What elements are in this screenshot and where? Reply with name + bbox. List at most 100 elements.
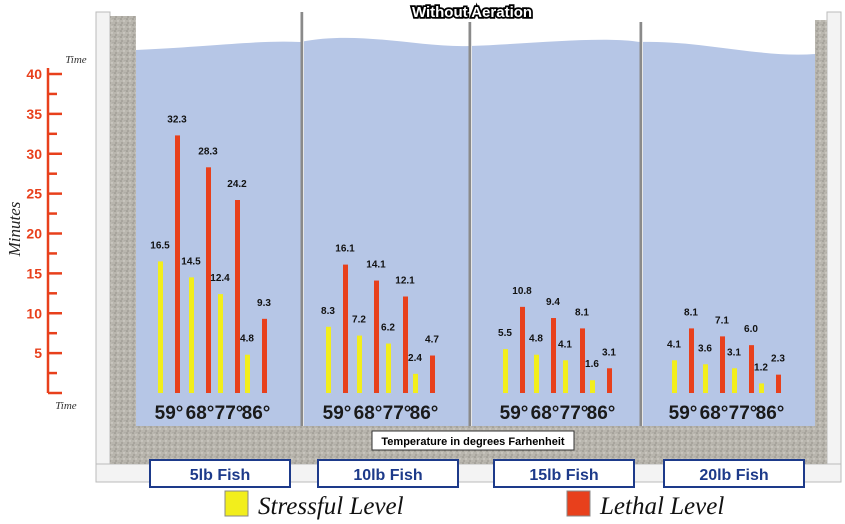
lethal-bar [720,336,725,393]
legend-stressful-label: Stressful Level [258,493,404,520]
lethal-value-label: 24.2 [227,179,247,190]
temperature-label: 77° [560,403,589,424]
stressful-value-label: 5.5 [498,328,512,339]
lethal-value-label: 32.3 [167,114,187,125]
tank-gravel-right [815,20,827,464]
stressful-value-label: 4.1 [667,339,681,350]
lethal-bar [551,318,556,393]
panel-label-box [149,459,291,488]
x-axis-label-box [371,430,575,451]
lethal-value-label: 10.8 [512,286,532,297]
y-axis-label: Minutes [5,201,24,257]
stressful-bar [158,261,163,393]
stressful-bar [413,373,418,393]
stressful-value-label: 6.2 [381,323,395,334]
y-tick-label: 40 [26,66,42,82]
temperature-label: 86° [756,403,785,424]
lethal-value-label: 7.1 [715,315,729,326]
y-tick-label: 35 [26,106,42,122]
fish-group-2: 8.3 16.1 59° 7.2 14.1 68° 6.2 12.1 77° 2.44.7 86° [321,244,439,424]
lethal-bar [403,296,408,393]
stressful-bar [672,360,677,393]
lethal-bar [749,345,754,393]
temperature-label: 68° [531,403,560,424]
legend-lethal-label: Lethal Level [599,493,724,520]
panel-label-box [493,459,635,488]
lethal-bar [776,374,781,393]
stressful-value-label: 3.6 [698,343,712,354]
water-body [136,37,815,426]
temperature-label: 59° [500,403,529,424]
stressful-value-label: 16.5 [150,240,170,251]
lethal-value-label: 8.1 [684,307,698,318]
stressful-value-label: 4.8 [240,334,254,345]
temperature-label: 59° [669,403,698,424]
lethal-bar [235,200,240,393]
lethal-bar [343,264,348,393]
panel-label: 20lb Fish [699,467,768,484]
legend-lethal-swatch [566,490,591,517]
stressful-value-label: 1.6 [585,359,599,370]
stressful-value-label: 7.2 [352,315,366,326]
panel-label: 10lb Fish [353,467,422,484]
stressful-bar [189,277,194,393]
stressful-value-label: 1.2 [754,362,768,373]
temperature-label: 77° [215,403,244,424]
y-tick-label: 5 [34,345,42,361]
stressful-bar [326,326,331,393]
temperature-label: 86° [587,403,616,424]
stressful-value-label: 8.3 [321,306,335,317]
stressful-bar [218,294,223,393]
lethal-bar [430,355,435,393]
lethal-value-label: 28.3 [198,146,218,157]
lethal-bar [262,318,267,393]
stressful-bar [703,364,708,393]
y-tick-label: 15 [26,265,42,281]
stressful-bar [386,343,391,393]
y-axis-bottom-caption: Time [55,400,77,412]
lethal-value-label: 2.3 [771,354,785,365]
stressful-value-label: 12.4 [210,273,230,284]
tank-gravel-left [110,16,136,464]
lethal-bar [580,328,585,393]
stressful-value-label: 4.1 [558,339,572,350]
stressful-bar [245,354,250,393]
panel-dividers [300,12,643,426]
y-tick-label: 10 [26,305,42,321]
lethal-value-label: 8.1 [575,307,589,318]
stressful-value-label: 2.4 [408,353,422,364]
stressful-value-label: 14.5 [181,256,201,267]
fish-group-1: 16.5 32.3 59° 14.5 28.3 68° 12.4 24.2 77° 4.8 9.3 8… [150,114,271,424]
fish-group-4: 4.1 8.1 59° 3.6 7.1 68° 3.1 6.0 77° 1.22.3 86° [667,307,785,424]
lethal-value-label: 3.1 [602,347,616,358]
temperature-label: 77° [383,403,412,424]
y-tick-label: 30 [26,146,42,162]
lethal-value-label: 6.0 [744,324,758,335]
temperature-label: 59° [323,403,352,424]
temperature-label: 77° [729,403,758,424]
legend-stressful-swatch [224,490,249,517]
stressful-value-label: 3.1 [727,347,741,358]
lethal-value-label: 4.7 [425,335,439,346]
y-axis-top-caption: Time [65,54,87,66]
panel-label-box [663,459,805,488]
stressful-value-label: 4.8 [529,334,543,345]
panel-label: 15lb Fish [529,467,598,484]
temperature-label: 86° [410,403,439,424]
lethal-value-label: 16.1 [335,244,355,255]
stressful-bar [732,368,737,393]
tank-wall-left [95,11,111,483]
temperature-label: 68° [700,403,729,424]
temperature-label: 68° [186,403,215,424]
tank-wall-right [826,11,842,483]
temperature-label: 59° [155,403,184,424]
lethal-bar [689,328,694,393]
panel-label: 5lb Fish [190,467,250,484]
lethal-bar [520,306,525,393]
lethal-bar [206,167,211,393]
x-axis-label: Temperature in degrees Farhenheit [381,436,565,448]
panel-label-box [317,459,459,488]
fish-group-3: 5.5 10.8 59° 4.8 9.4 68° 4.1 8.1 77° 1.63.1 86° [498,286,616,424]
stressful-bar [759,383,764,393]
